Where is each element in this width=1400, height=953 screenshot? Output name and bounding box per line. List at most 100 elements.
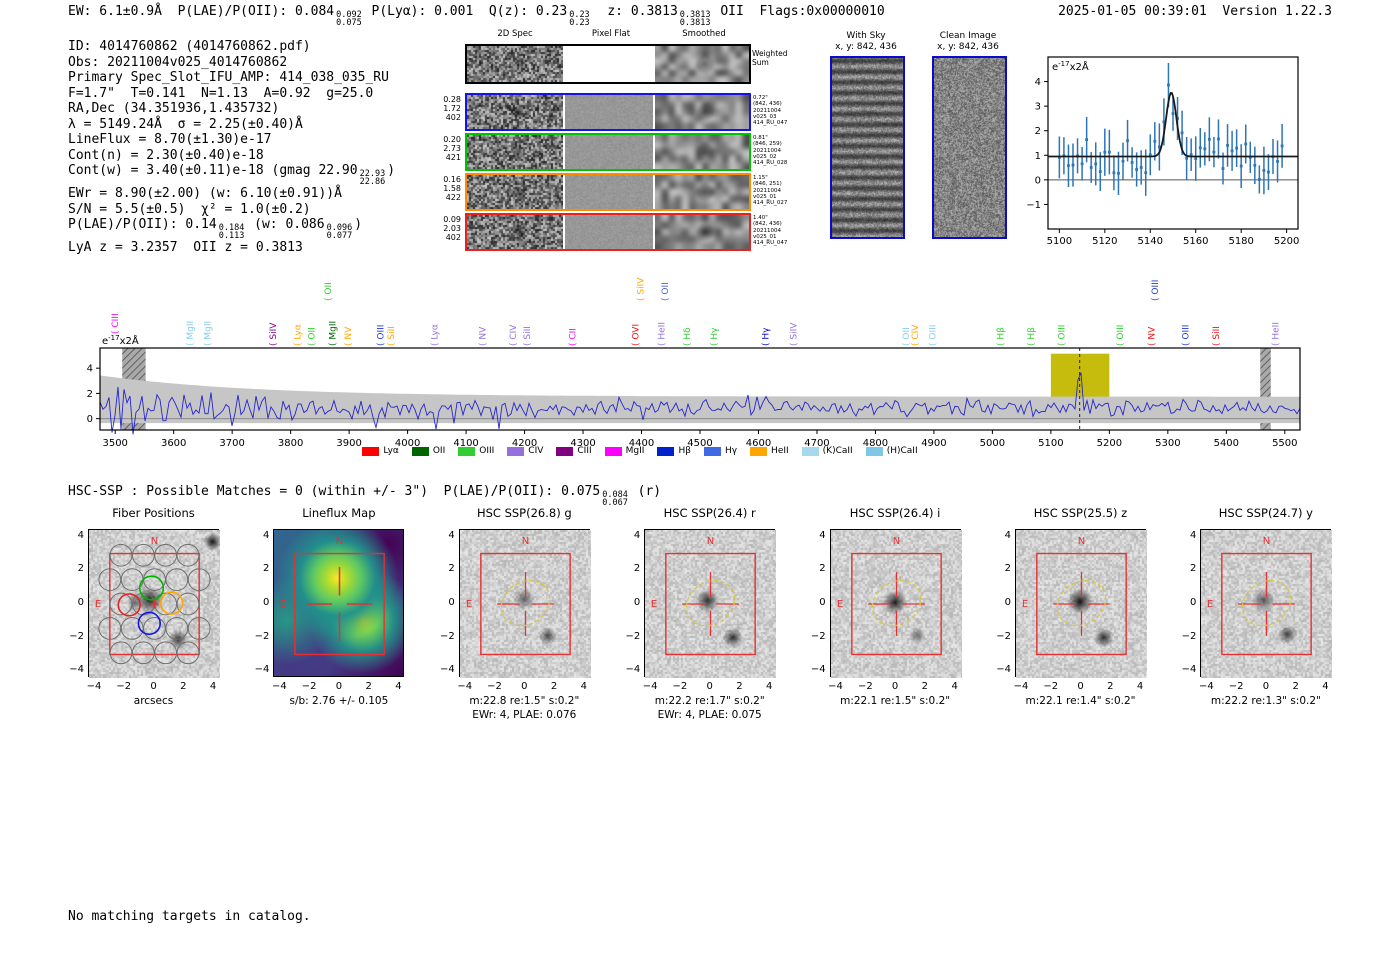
fiber-circle bbox=[98, 568, 122, 592]
fiber-circle-red bbox=[117, 593, 141, 617]
panel-hsc-r-ytick-4: 4 bbox=[633, 529, 641, 541]
panel-hsc-r-ytick--4: −4 bbox=[625, 664, 641, 676]
zoom-plot-svg: −1 0 1 2 3 4 5100 5120 5140 5160 5180 5200 e-17x2Å bbox=[1026, 56, 1299, 247]
panel-hsc-g-xtick--4: −4 bbox=[457, 681, 473, 692]
panel-hsc-y-ytick-2: 2 bbox=[1190, 563, 1197, 575]
footer-line-1: No matching targets in catalog. bbox=[68, 909, 311, 924]
info-3-text-0: F=1.7" T=0.141 N=1.13 A=0.92 g=25.0 bbox=[68, 85, 374, 101]
legend-swatch-Hβ bbox=[657, 446, 675, 456]
panel-hsc-i-xtick-0: 0 bbox=[891, 681, 899, 692]
panel-hsc-y-xtick--4: −4 bbox=[1198, 681, 1214, 692]
panel-hsc-y-caption1: m:22.2 re:1.3" s:0.2" bbox=[1210, 695, 1321, 707]
spec2d-row-3-left-0: 0.16 bbox=[443, 175, 461, 184]
legend-item-MgII: MgII bbox=[604, 446, 645, 456]
weighted-sum-0: Weighted bbox=[752, 49, 788, 58]
info-line-6: LineFlux = 8.70(±1.30)e-17 bbox=[68, 132, 395, 148]
compass-n: N bbox=[336, 536, 343, 547]
legend-swatch-OIII bbox=[458, 446, 476, 456]
panel-hsc-r-overlay: NE bbox=[651, 536, 757, 656]
panel-hsc-z: HSC SSP(25.5) z N E −4 −4 −2 −2 0 0 2 2 4 4 m:22.1 re… bbox=[960, 500, 1201, 730]
spec2d-row-1-pixelflat bbox=[565, 95, 653, 129]
panel-lineflux-map-ytick--2: −2 bbox=[254, 630, 270, 642]
svg-text:3600: 3600 bbox=[161, 438, 186, 449]
spec2d-row-3-right-2: 20211004 bbox=[753, 187, 781, 194]
spec2d-row-3-left-labels: 0.16 1.58 422 bbox=[420, 175, 461, 203]
fiber-circle bbox=[131, 641, 155, 665]
panel-fiber-positions-xtick-0: 0 bbox=[150, 681, 157, 692]
with-sky-image bbox=[832, 58, 903, 237]
header-text-2: P(Lyα): 0.001 Q(z): 0.23 bbox=[363, 4, 568, 19]
hsc-hilo-1: 0.084 0.067 bbox=[600, 491, 630, 508]
line-label-SiIV-17: ( SiIV bbox=[636, 277, 646, 301]
panel-hsc-g-ytick--2: −2 bbox=[440, 630, 455, 642]
legend-swatch-Lyα bbox=[362, 446, 380, 456]
info-11-hi-3: 0.096 bbox=[326, 223, 353, 233]
fiber-circle bbox=[131, 543, 155, 567]
svg-text:4700: 4700 bbox=[804, 438, 829, 449]
spec2d-row-4-right-labels: 1.40" (842, 436) 20211004 v025_01 414_RU_047 bbox=[753, 215, 787, 246]
panel-lineflux-map: Lineflux Map N E −4 −4 −2 −2 0 0 2 2 4 4 s/b: 2.76 +/… bbox=[218, 500, 459, 730]
panel-hsc-i-title: HSC SSP(26.4) i bbox=[849, 506, 941, 520]
svg-text:5300: 5300 bbox=[1155, 438, 1180, 449]
panel-hsc-z-xtick-2: 2 bbox=[1107, 681, 1114, 692]
info-8-lo-1: 22.86 bbox=[359, 177, 386, 187]
svg-text:1: 1 bbox=[1035, 151, 1041, 162]
red-extent-box bbox=[1221, 552, 1313, 656]
panel-fiber-positions-ytick-4: 4 bbox=[77, 529, 84, 541]
panel-hsc-y-overlay: NE bbox=[1207, 536, 1313, 656]
line-label-SiII-14: ( SiII bbox=[523, 326, 533, 346]
fiber-circle bbox=[165, 616, 189, 640]
line-label-CIII-0: ( CIII bbox=[111, 313, 121, 334]
panel-hsc-r-xtick-0: 0 bbox=[706, 681, 713, 692]
legend-item-(H)CaII: (H)CaII bbox=[865, 446, 918, 456]
panel-hsc-y-ytick-0: 0 bbox=[1190, 597, 1197, 608]
fiber-circle bbox=[109, 543, 133, 567]
svg-text:5160: 5160 bbox=[1183, 236, 1208, 245]
full-spectrum-svg: 0 2 4 3500 3600 3700 3800 3900 4000 4100 4200 4300 4… bbox=[87, 277, 1301, 449]
panel-fiber-positions-ytick-2: 2 bbox=[77, 563, 84, 575]
legend-item-(K)CaII: (K)CaII bbox=[801, 446, 853, 456]
weighted-sum-label: Weighted Sum bbox=[752, 49, 788, 67]
svg-text:5180: 5180 bbox=[1228, 236, 1253, 245]
legend-label-MgII: MgII bbox=[625, 446, 645, 456]
info-6-text-0: LineFlux = 8.70(±1.30)e-17 bbox=[68, 132, 272, 147]
panel-hsc-y-ytick-4: 4 bbox=[1190, 529, 1197, 541]
clean-image-image bbox=[934, 58, 1005, 237]
aperture-ellipse bbox=[1056, 579, 1107, 627]
svg-text:4500: 4500 bbox=[687, 438, 712, 449]
legend-item-OIII: OIII bbox=[458, 446, 494, 456]
info-2-text-0: Primary Spec_Slot_IFU_AMP: 414_038_035_R… bbox=[68, 70, 389, 85]
panel-hsc-g-image bbox=[459, 530, 591, 678]
compass-e: E bbox=[466, 599, 472, 610]
panel-lineflux-map-overlay: NE bbox=[280, 536, 386, 656]
svg-text:5120: 5120 bbox=[1092, 236, 1117, 245]
line-label-SiIV-3: ( SiIV bbox=[269, 322, 279, 346]
svg-text:2: 2 bbox=[1035, 126, 1041, 137]
fiber-circle bbox=[176, 641, 200, 665]
legend-label-Hγ: Hγ bbox=[724, 446, 738, 456]
spec2d-row-3-smoothed bbox=[655, 175, 749, 209]
spec2d-row-0-2dspec bbox=[467, 46, 563, 82]
panel-lineflux-map-xtick--2: −2 bbox=[301, 681, 317, 692]
spec2d-row-1-right-1: (842, 436) bbox=[753, 101, 782, 108]
line-label-Hβ-27: ( Hβ bbox=[997, 327, 1007, 346]
panel-fiber-positions-caption1: arcsecs bbox=[133, 695, 174, 707]
spec2d-row-0-smoothed bbox=[655, 46, 749, 82]
spectrum-line bbox=[99, 372, 1301, 435]
line-label-NV-8: ( NV bbox=[344, 326, 354, 346]
panel-hsc-r-title: HSC SSP(26.4) r bbox=[663, 506, 756, 520]
spec2d-row-1-right-3: v025_03 bbox=[753, 113, 777, 120]
svg-text:4000: 4000 bbox=[395, 438, 420, 449]
spec2d-row-3 bbox=[465, 173, 751, 211]
panel-hsc-i-caption1: m:22.1 re:1.5" s:0.2" bbox=[840, 695, 951, 707]
legend-swatch-(H)CaII bbox=[865, 446, 883, 456]
panel-hsc-y-title: HSC SSP(24.7) y bbox=[1218, 506, 1313, 520]
header-hi-1: 0.092 bbox=[336, 10, 362, 20]
spec2d-row-1-2dspec bbox=[467, 95, 563, 129]
line-label-SiII-34: ( SiII bbox=[1212, 326, 1222, 346]
legend-label-OIII: OIII bbox=[479, 446, 495, 456]
fiber-circle bbox=[98, 616, 122, 640]
